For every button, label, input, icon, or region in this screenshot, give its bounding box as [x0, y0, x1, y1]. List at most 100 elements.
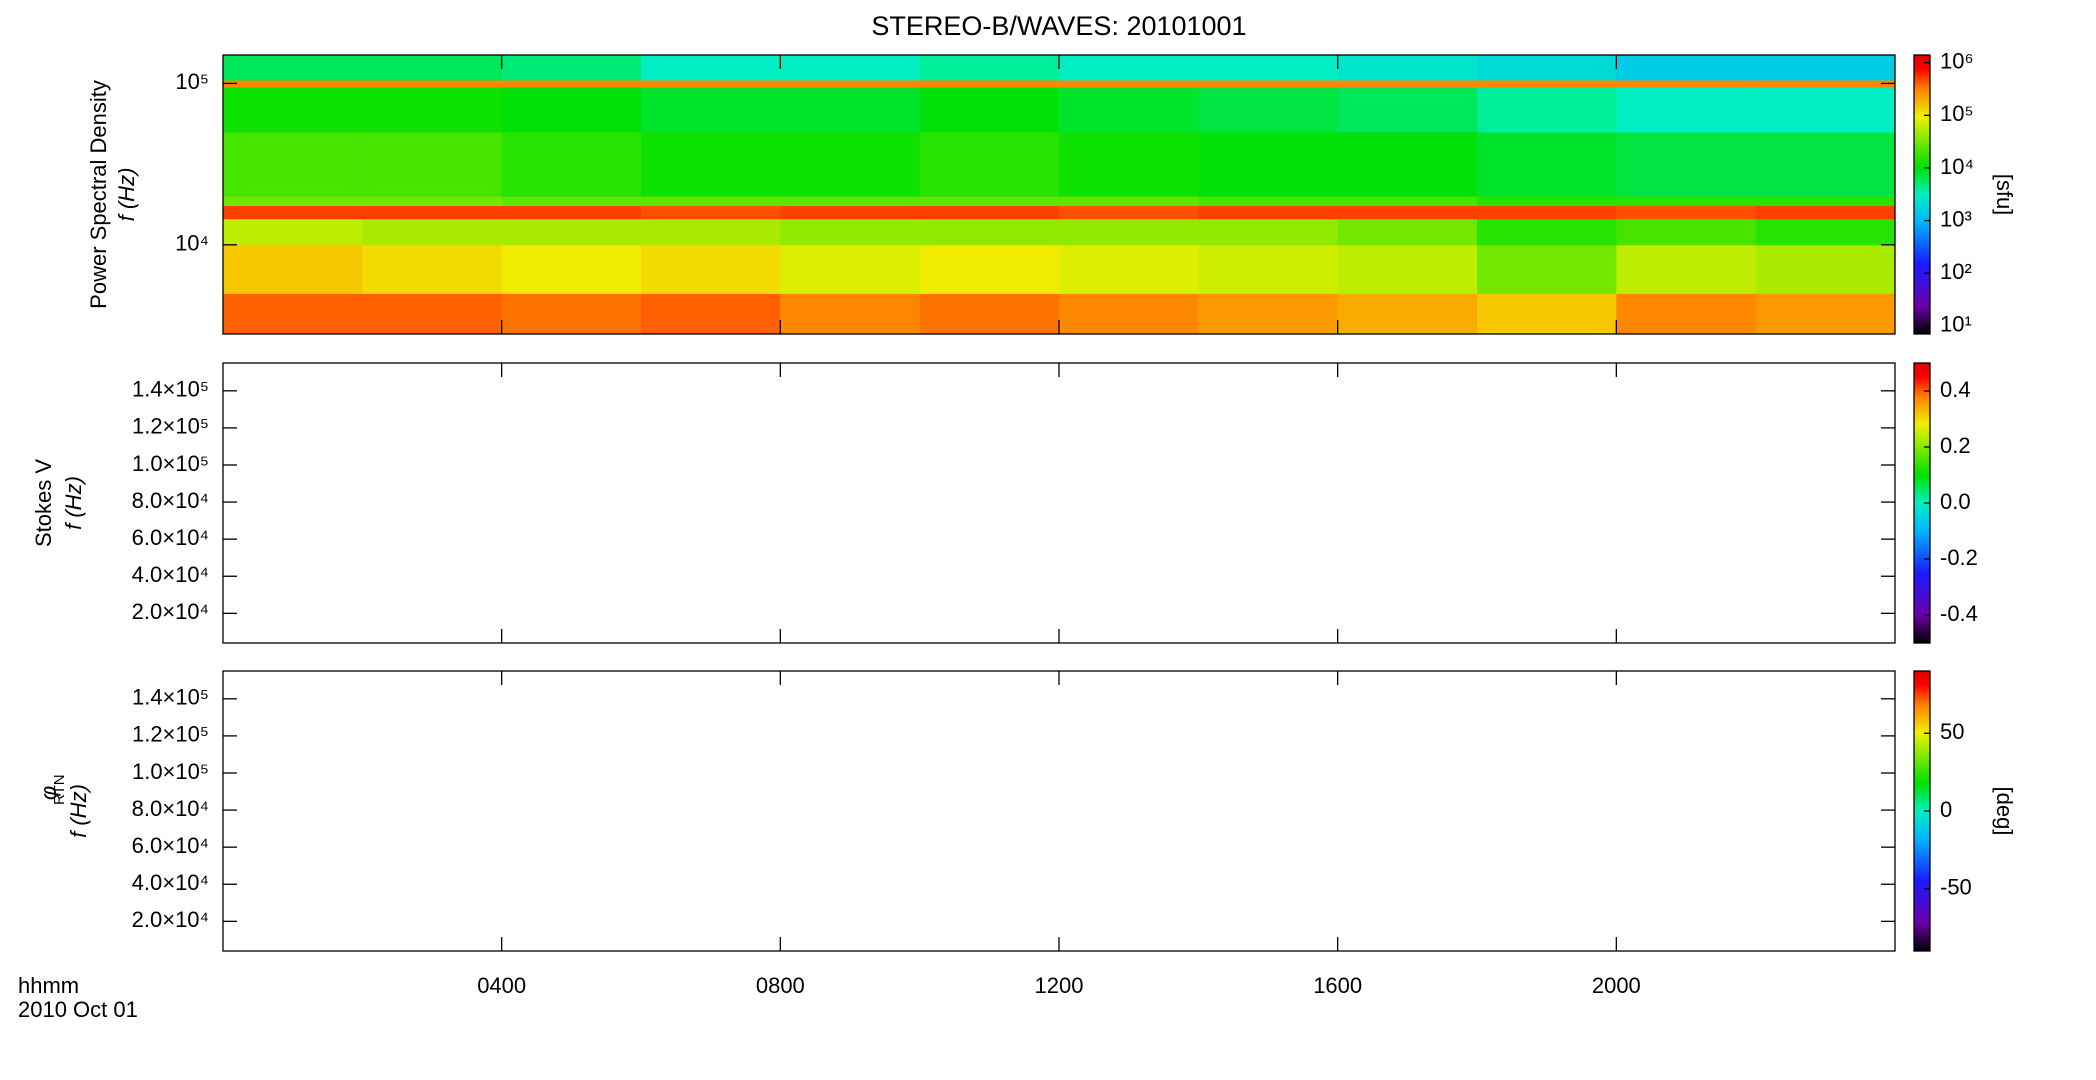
y-axis-label: f (Hz) [66, 784, 91, 838]
x-axis-label: hhmm [18, 973, 79, 998]
heatmap-cell [1059, 131, 1199, 197]
heatmap-cell [1198, 79, 1339, 88]
heatmap-cell [1198, 131, 1339, 197]
heatmap-cell [1477, 196, 1617, 207]
heatmap-cell [1616, 244, 1757, 294]
y-tick-label: 2.0×10⁴ [132, 599, 209, 624]
x-axis-label: 2010 Oct 01 [18, 997, 138, 1022]
colorbar [1914, 671, 1930, 951]
colorbar-tick-label: -0.2 [1940, 545, 1978, 570]
heatmap-cell [1059, 293, 1199, 335]
heatmap-cell [223, 218, 363, 246]
heatmap-cell [1477, 244, 1617, 294]
heatmap-cell [1337, 131, 1478, 197]
heatmap-cell [501, 244, 642, 294]
heatmap-cell [641, 131, 781, 197]
heatmap-cell [362, 293, 503, 335]
heatmap-cell [362, 79, 503, 88]
heatmap-cell [641, 55, 781, 81]
heatmap-cell [780, 244, 921, 294]
colorbar-tick-label: 0.0 [1940, 489, 1971, 514]
y-tick-label: 10⁴ [175, 231, 209, 256]
heatmap-cell [1198, 196, 1339, 207]
y-axis-label: Stokes V [31, 459, 56, 547]
heatmap-cell [223, 196, 363, 207]
heatmap-cell [919, 293, 1060, 335]
heatmap-cell [1616, 293, 1757, 335]
y-tick-label: 4.0×10⁴ [132, 562, 209, 587]
heatmap-cell [501, 87, 642, 133]
heatmap-cell [1755, 55, 1896, 81]
colorbar-tick-label: 10⁵ [1940, 101, 1974, 126]
heatmap-cell [780, 218, 921, 246]
y-tick-label: 10⁵ [175, 69, 209, 94]
heatmap-cell [1616, 205, 1757, 220]
heatmap-cell [1059, 205, 1199, 220]
heatmap-cell [1337, 87, 1478, 133]
heatmap-cell [501, 205, 642, 220]
heatmap-cell [223, 87, 363, 133]
heatmap-cell [1477, 87, 1617, 133]
colorbar-tick-label: 10⁴ [1940, 154, 1974, 179]
heatmap-cell [501, 79, 642, 88]
colorbar [1914, 363, 1930, 643]
x-tick-label: 1200 [1035, 973, 1084, 998]
y-tick-label: 6.0×10⁴ [132, 833, 209, 858]
colorbar-tick-label: 10⁶ [1940, 49, 1974, 74]
heatmap-cell [1616, 196, 1757, 207]
heatmap-cell [501, 293, 642, 335]
y-tick-label: 6.0×10⁴ [132, 525, 209, 550]
heatmap-cell [1755, 87, 1896, 133]
heatmap-cell [919, 218, 1060, 246]
heatmap-cell [1477, 205, 1617, 220]
y-axis-label: φ [36, 786, 61, 800]
heatmap-cell [1059, 79, 1199, 88]
heatmap-cell [1198, 244, 1339, 294]
colorbar-tick-label: 50 [1940, 719, 1964, 744]
heatmap-cell [1477, 55, 1617, 81]
heatmap-cell [362, 218, 503, 246]
y-tick-label: 1.0×10⁵ [132, 451, 209, 476]
heatmap-cell [1477, 218, 1617, 246]
heatmap-cell [780, 205, 921, 220]
heatmap-cell [1755, 205, 1896, 220]
heatmap-cell [1337, 218, 1478, 246]
heatmap-cell [1337, 196, 1478, 207]
heatmap-cell [223, 244, 363, 294]
heatmap-cell [1755, 218, 1896, 246]
colorbar-label: [sfu] [1992, 174, 2017, 216]
y-axis-label-sub: RTN [51, 774, 68, 805]
y-tick-label: 1.0×10⁵ [132, 759, 209, 784]
heatmap-cell [919, 55, 1060, 81]
heatmap-cell [1198, 293, 1339, 335]
colorbar [1914, 55, 1930, 334]
y-tick-label: 8.0×10⁴ [132, 796, 209, 821]
heatmap-cell [1755, 244, 1896, 294]
heatmap-cell [1198, 55, 1339, 81]
heatmap-cell [1198, 87, 1339, 133]
heatmap-cell [1059, 87, 1199, 133]
heatmap-cell [223, 205, 363, 220]
heatmap-cell [362, 131, 503, 197]
plot-frame [222, 670, 1896, 952]
heatmap-cell [1755, 196, 1896, 207]
heatmap-cell [1755, 131, 1896, 197]
y-tick-label: 1.4×10⁵ [132, 377, 209, 402]
y-tick-label: 4.0×10⁴ [132, 870, 209, 895]
heatmap-cell [919, 131, 1060, 197]
colorbar-frame [1913, 54, 1931, 335]
y-tick-label: 8.0×10⁴ [132, 488, 209, 513]
heatmap-cell [362, 244, 503, 294]
heatmap-cell [1477, 79, 1617, 88]
colorbar-tick-label: 10² [1940, 259, 1972, 284]
x-tick-label: 1600 [1313, 973, 1362, 998]
heatmap-cell [641, 293, 781, 335]
heatmap-cell [919, 79, 1060, 88]
heatmap-cell [1337, 55, 1478, 81]
heatmap-cell [641, 87, 781, 133]
heatmap-cell [641, 205, 781, 220]
heatmap-cell [1198, 205, 1339, 220]
heatmap-cell [1616, 218, 1757, 246]
heatmap-cell [223, 293, 363, 335]
